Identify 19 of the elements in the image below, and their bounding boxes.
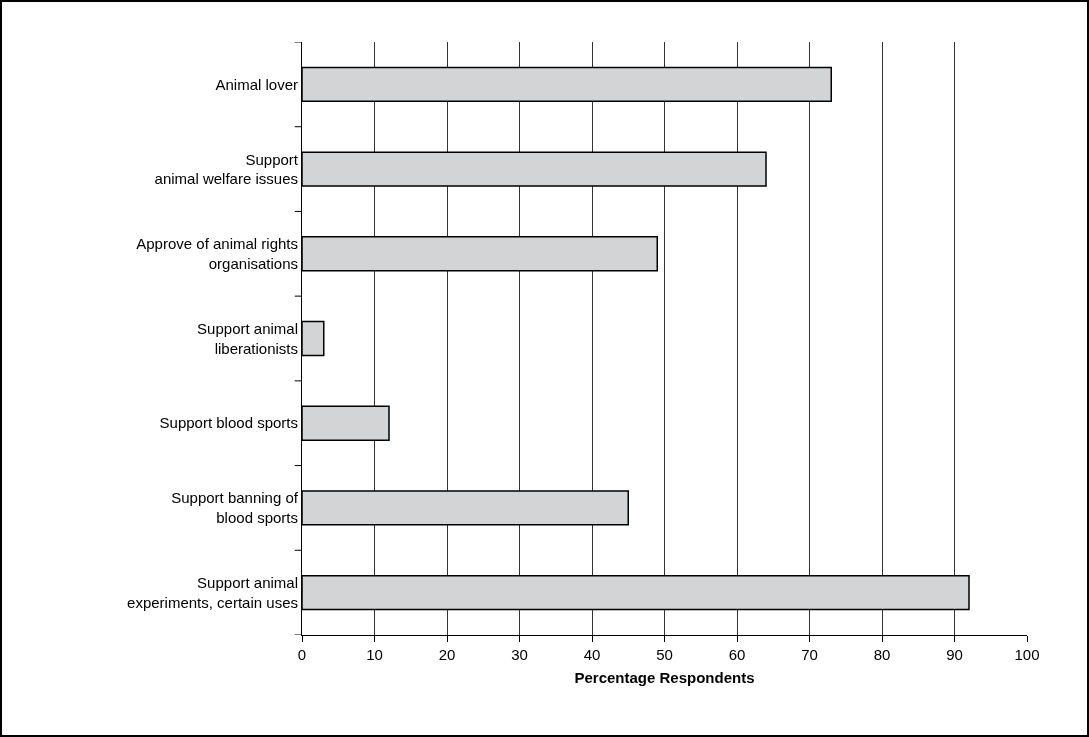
x-tick-label: 20 (438, 646, 456, 663)
x-tick-label: 40 (583, 646, 601, 663)
x-tick-label: 80 (873, 646, 891, 663)
x-tick-label: 30 (511, 646, 528, 663)
x-tick-label: 60 (728, 646, 746, 663)
y-tick-label: Support banning of blood sports (171, 489, 299, 526)
x-axis-title: Percentage Respondents (574, 669, 755, 686)
y-tick-label: Support animal liberationists (197, 320, 298, 357)
y-tick-label: Animal lover (215, 75, 298, 93)
x-tick-label: 50 (656, 646, 673, 663)
y-tick-label: Support blood sports (159, 414, 298, 432)
x-tick-label: 90 (946, 646, 963, 663)
x-tick-label: 0 (297, 646, 307, 663)
y-tick-label: Support animal welfare issues (154, 150, 299, 188)
y-tick-label: Approve of animal rights organisations (136, 235, 298, 272)
x-tick-label: 10 (366, 646, 383, 663)
x-tick-label: 70 (801, 646, 818, 663)
x-tick-label: 100 (1014, 646, 1040, 663)
y-tick-label: Support animal experiments, certain uses (127, 574, 298, 611)
